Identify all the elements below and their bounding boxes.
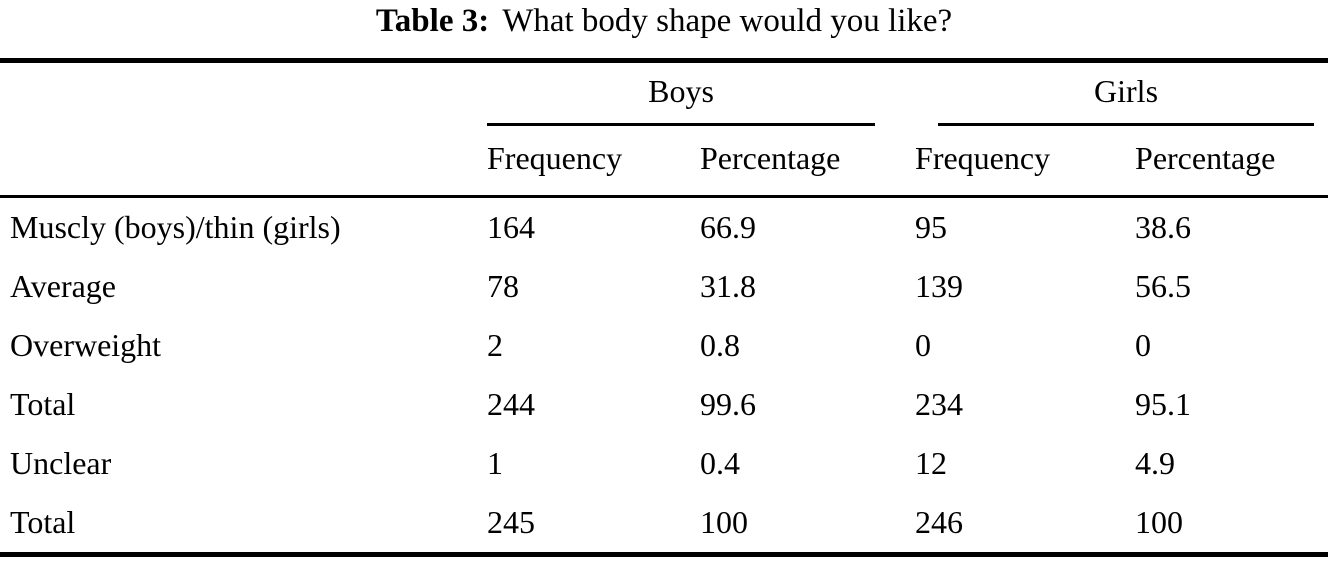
table-cell-boys-frequency: 2 — [487, 326, 503, 363]
table-caption: Table 3: What body shape would you like? — [0, 0, 1328, 41]
table-row-muscly-thin: Muscly (boys)/thin (girls) 164 66.9 95 3… — [0, 196, 1328, 257]
row-label: Unclear — [10, 444, 112, 481]
table-cell-boys-frequency: 78 — [487, 267, 519, 304]
table-cell-boys-percentage: 99.6 — [700, 385, 756, 422]
table-cell-girls-percentage: 56.5 — [1135, 267, 1192, 304]
table-cell-girls-frequency: 12 — [915, 444, 948, 481]
table-cell-boys-frequency: 245 — [487, 503, 535, 540]
column-header-row: Frequency Percentage Frequency Percentag… — [0, 125, 1328, 198]
table-row-total-overall: Total 245 100 246 100 — [0, 493, 1328, 555]
table-cell-boys-percentage: 0.8 — [700, 326, 740, 363]
table-row-overweight: Overweight 2 0.8 0 0 — [0, 316, 1328, 375]
table-row-total-valid: Total 244 99.6 234 95.1 — [0, 375, 1328, 434]
group-header-spacer — [0, 60, 477, 126]
table-row-unclear: Unclear 1 0.4 12 4.9 — [0, 434, 1328, 493]
row-label: Total — [10, 385, 76, 422]
table-cell-boys-percentage: 31.8 — [700, 267, 756, 304]
table-cell-boys-frequency: 164 — [487, 208, 535, 245]
table-cell-boys-percentage: 66.9 — [700, 208, 756, 245]
table-cell-girls-frequency: 139 — [915, 267, 964, 304]
column-header-boys-frequency: Frequency — [477, 125, 690, 198]
body-shape-table: Boys Girls Frequency Percentage Frequenc… — [0, 57, 1328, 557]
table-cell-girls-percentage: 4.9 — [1135, 444, 1176, 481]
column-header-boys-percentage: Percentage — [690, 125, 906, 198]
row-label: Overweight — [10, 326, 162, 363]
table-caption-title: What body shape would you like? — [502, 3, 953, 39]
row-label: Average — [10, 267, 116, 304]
table-cell-girls-percentage: 100 — [1135, 503, 1184, 540]
table-cell-girls-frequency: 95 — [915, 208, 948, 245]
table-cell-boys-percentage: 0.4 — [700, 444, 740, 481]
row-label: Total — [10, 503, 76, 540]
table-cell-girls-percentage: 38.6 — [1135, 208, 1192, 245]
table-cell-boys-frequency: 244 — [487, 385, 535, 422]
table-caption-number: Table 3: — [375, 3, 490, 39]
group-header-girls: Girls — [938, 69, 1315, 126]
table-cell-boys-percentage: 100 — [700, 503, 748, 540]
group-header-row: Boys Girls — [0, 60, 1328, 126]
row-label: Muscly (boys)/thin (girls) — [10, 208, 341, 245]
table-cell-girls-frequency: 246 — [915, 503, 964, 540]
table-cell-girls-frequency: 0 — [915, 326, 932, 363]
column-header-spacer — [0, 125, 477, 198]
table-cell-girls-frequency: 234 — [915, 385, 964, 422]
table-cell-girls-percentage: 0 — [1135, 326, 1152, 363]
table-cell-boys-frequency: 1 — [487, 444, 503, 481]
table-cell-girls-percentage: 95.1 — [1135, 385, 1192, 422]
group-header-girls-cell: Girls — [905, 60, 1328, 126]
group-header-boys-cell: Boys — [477, 60, 905, 126]
group-header-boys: Boys — [487, 69, 876, 126]
table-row-average: Average 78 31.8 139 56.5 — [0, 257, 1328, 316]
column-header-girls-percentage: Percentage — [1125, 125, 1328, 198]
column-header-girls-frequency: Frequency — [905, 125, 1126, 198]
